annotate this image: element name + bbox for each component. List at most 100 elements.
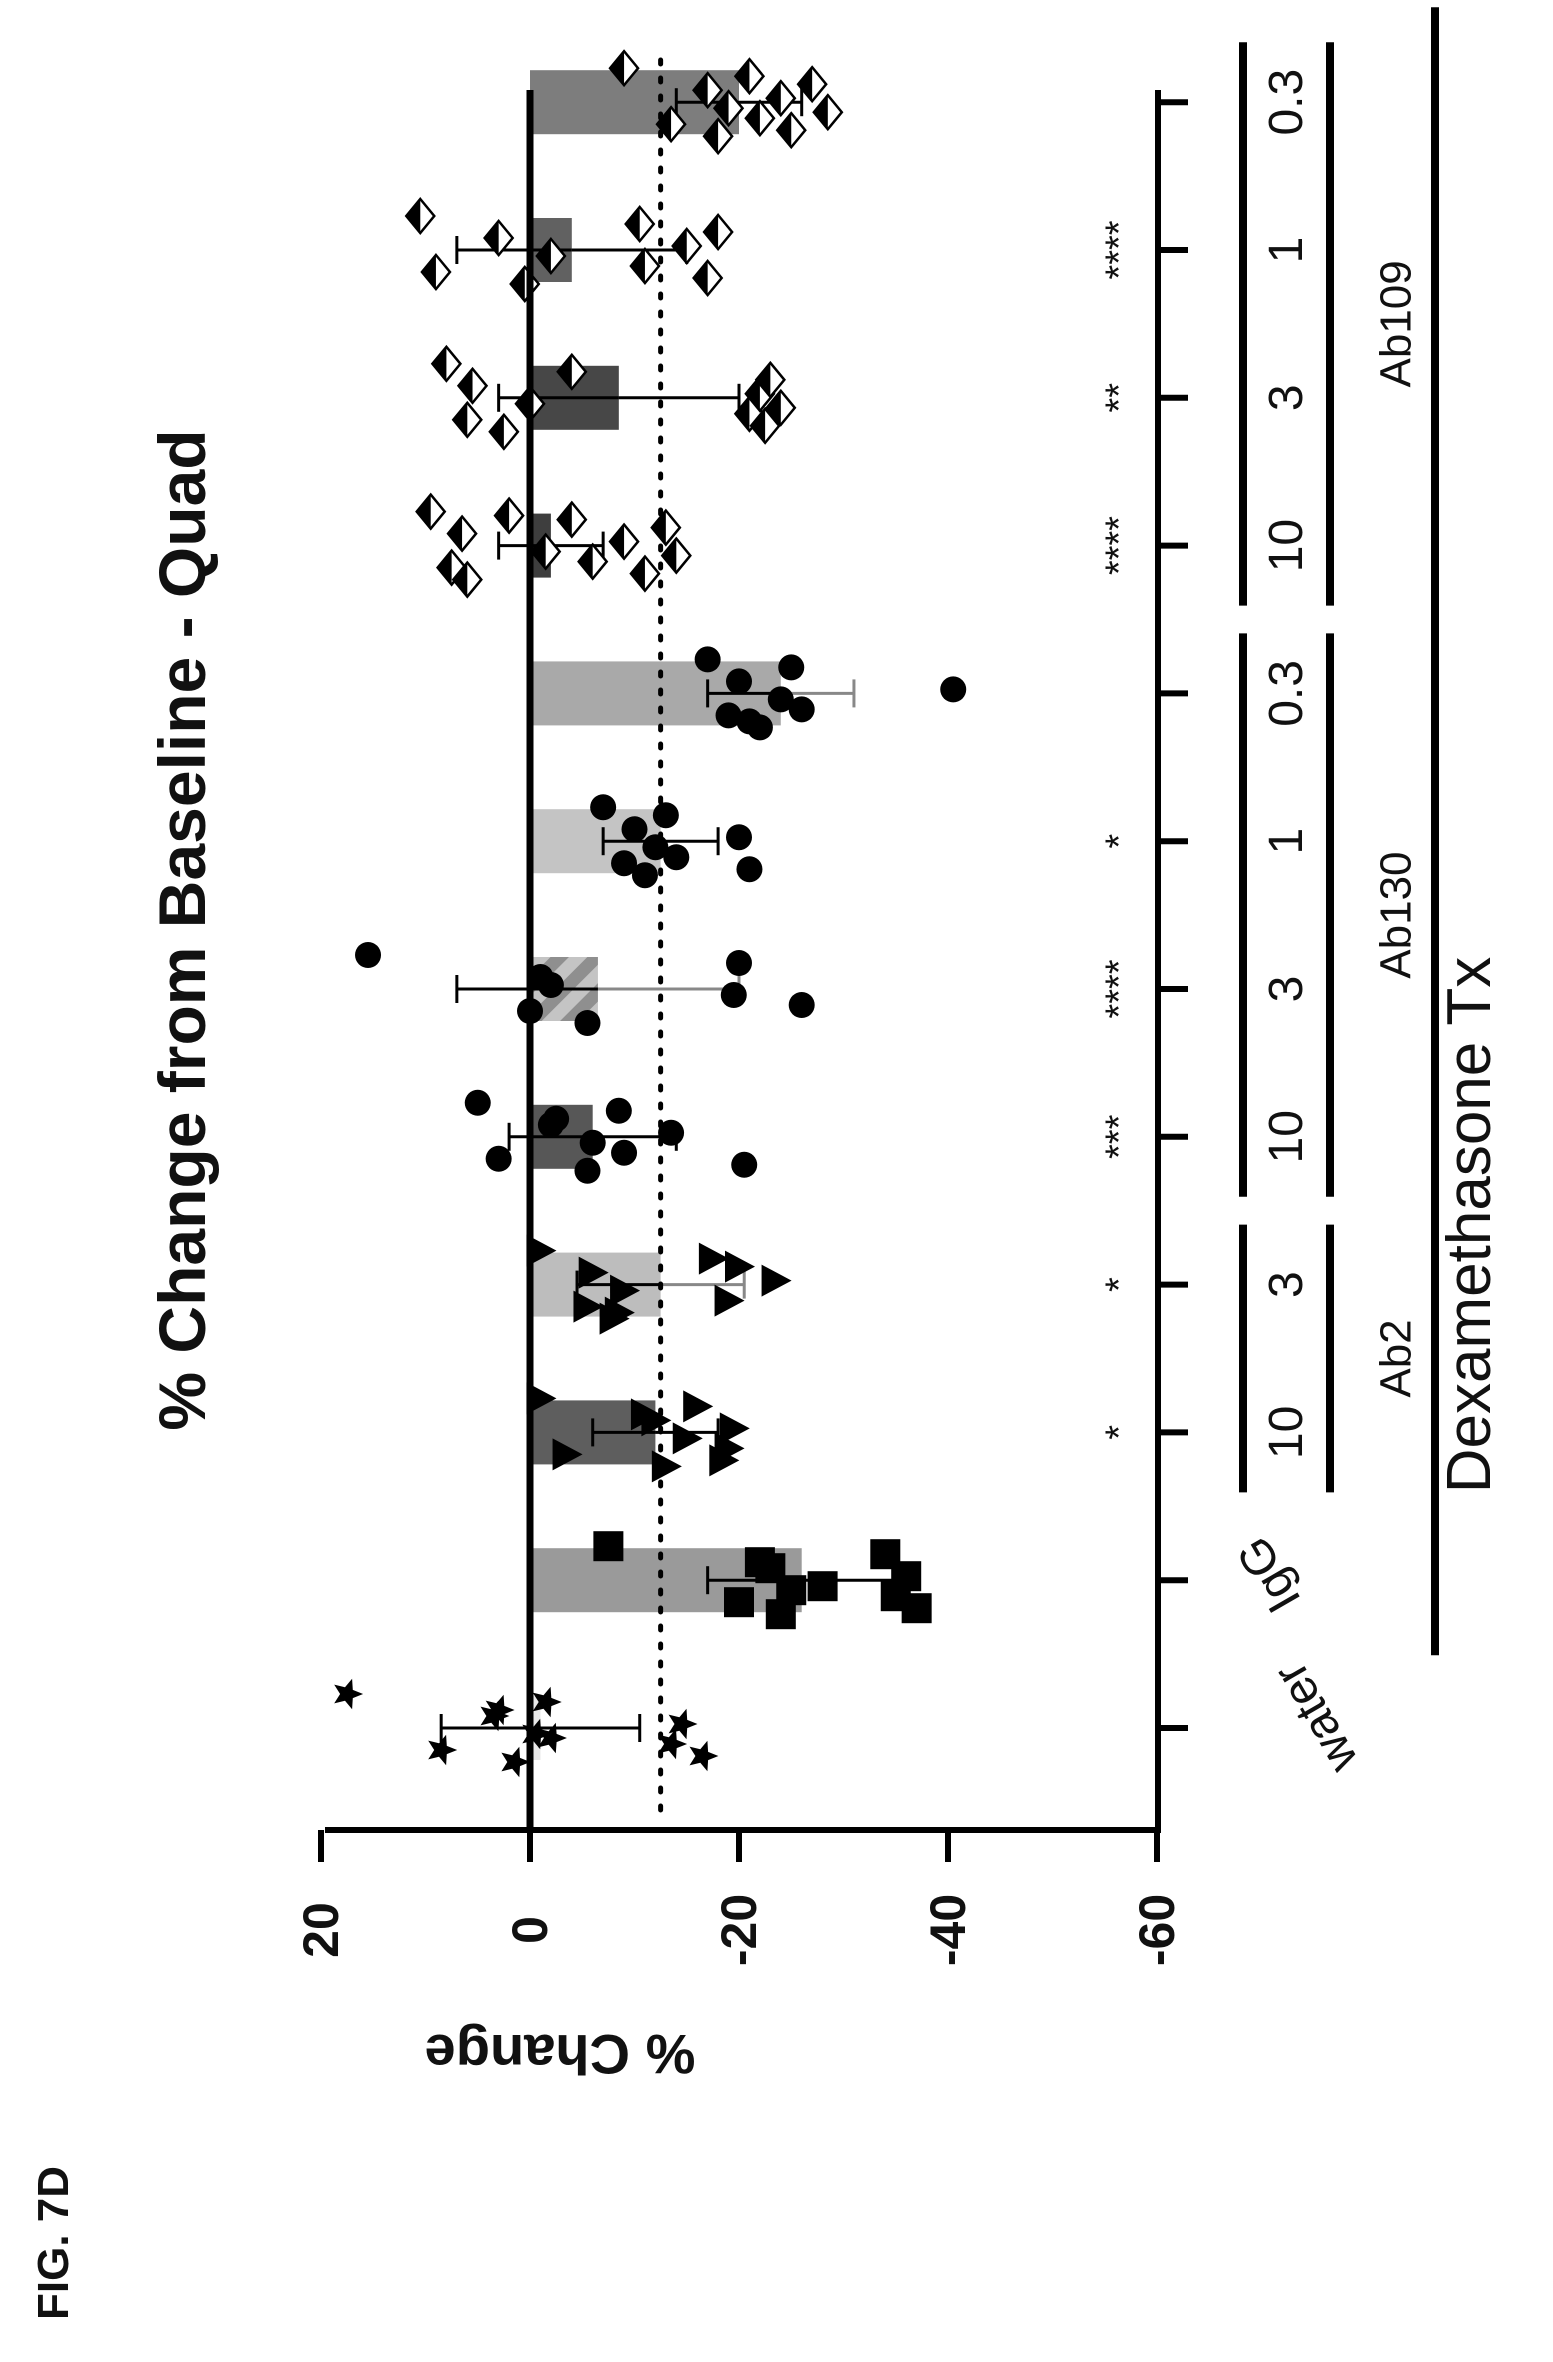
diamond-fill bbox=[421, 255, 436, 289]
diamond-fill bbox=[777, 113, 792, 148]
data-point bbox=[556, 500, 588, 539]
diamond-fill bbox=[735, 59, 750, 94]
data-point bbox=[940, 676, 967, 703]
diamond-fill bbox=[578, 544, 593, 579]
data-point bbox=[761, 1264, 792, 1297]
diamond-fill bbox=[630, 249, 645, 283]
data-point bbox=[668, 1708, 698, 1740]
data-point bbox=[451, 560, 483, 599]
diamond-fill bbox=[557, 502, 572, 537]
data-point bbox=[537, 972, 564, 998]
diamond-fill bbox=[453, 562, 468, 597]
data-point bbox=[573, 1290, 604, 1323]
data-point bbox=[671, 227, 703, 265]
data-point bbox=[660, 536, 692, 575]
plot-area bbox=[530, 70, 802, 1760]
data-point bbox=[608, 522, 640, 561]
data-point bbox=[446, 514, 478, 553]
diamond-fill bbox=[704, 119, 719, 154]
category-label: 0.3 bbox=[1260, 660, 1313, 727]
data-point bbox=[720, 982, 747, 1008]
value-tick-label: -20 bbox=[711, 1894, 767, 1966]
diamond-fill bbox=[495, 498, 510, 533]
data-point bbox=[736, 856, 763, 883]
diamond-fill bbox=[453, 402, 468, 437]
data-point bbox=[574, 1010, 601, 1036]
value-tick-label: -60 bbox=[1129, 1894, 1185, 1966]
diamond-fill bbox=[813, 95, 828, 130]
data-point bbox=[736, 708, 763, 735]
data-point bbox=[538, 1722, 567, 1754]
data-point bbox=[590, 794, 617, 821]
diamond-fill bbox=[406, 199, 421, 233]
value-ticks: 20 0 -20 -40 -60 bbox=[293, 1830, 1185, 1966]
data-point bbox=[526, 1382, 557, 1415]
significance-label: **** bbox=[1098, 959, 1140, 1018]
data-point bbox=[731, 1151, 758, 1178]
diamond-fill bbox=[735, 396, 750, 431]
category-label: IgG bbox=[1227, 1528, 1312, 1622]
data-point bbox=[744, 99, 776, 138]
group-label: Ab2 bbox=[1371, 1319, 1420, 1397]
diamond-fill bbox=[751, 408, 766, 443]
data-point bbox=[775, 111, 807, 150]
treatment-label: Dexamethasone Tx bbox=[1435, 957, 1504, 1493]
data-point bbox=[712, 89, 745, 128]
diamond-fill bbox=[458, 368, 473, 403]
data-point bbox=[698, 1242, 729, 1275]
data-point bbox=[807, 1571, 838, 1602]
data-point bbox=[611, 1139, 638, 1166]
diamond-fill bbox=[672, 229, 687, 263]
data-point bbox=[765, 388, 797, 427]
diamond-fill bbox=[693, 73, 708, 108]
data-point bbox=[652, 802, 679, 829]
category-ticks bbox=[1158, 99, 1188, 1731]
data-point bbox=[532, 1686, 562, 1718]
data-point bbox=[611, 850, 638, 877]
data-point bbox=[420, 253, 452, 291]
data-point bbox=[702, 117, 734, 156]
diamond-fill bbox=[432, 346, 447, 381]
data-point bbox=[715, 702, 742, 729]
diamond-fill bbox=[745, 101, 760, 136]
data-marks: water IgG * 10 * 3 *** 10 **** 3 * 1 0.3 **** 10 ** 3 ***… bbox=[334, 49, 1369, 1782]
diamond-fill bbox=[448, 516, 463, 551]
data-point bbox=[574, 1157, 601, 1184]
data-point bbox=[658, 1119, 685, 1146]
value-tick-label: 20 bbox=[293, 1902, 349, 1958]
category-label: 10 bbox=[1260, 519, 1313, 572]
data-point bbox=[493, 496, 525, 535]
data-point bbox=[621, 816, 648, 843]
data-point bbox=[428, 1734, 458, 1766]
data-point bbox=[709, 1444, 740, 1477]
data-point bbox=[719, 1412, 750, 1445]
data-point bbox=[767, 686, 794, 713]
diamond-fill bbox=[625, 207, 640, 241]
data-point bbox=[754, 360, 786, 399]
data-point bbox=[812, 93, 844, 132]
diamond-fill bbox=[714, 91, 729, 126]
data-point bbox=[629, 247, 661, 285]
data-point bbox=[579, 1129, 606, 1156]
significance-label: * bbox=[1098, 1425, 1140, 1440]
category-label: 1 bbox=[1260, 828, 1313, 855]
data-point bbox=[578, 1256, 609, 1289]
data-point bbox=[683, 1390, 714, 1423]
data-point bbox=[663, 844, 690, 871]
axes: 20 0 -20 -40 -60 bbox=[293, 57, 1188, 1966]
labels: FIG. 7D % Change from Baseline - Quad % … bbox=[29, 7, 1504, 2320]
data-point bbox=[430, 344, 463, 383]
significance-label: * bbox=[1098, 1277, 1140, 1292]
significance-label: * bbox=[1098, 834, 1140, 849]
data-point bbox=[901, 1593, 932, 1624]
data-point bbox=[788, 992, 815, 1018]
data-point bbox=[464, 1089, 491, 1116]
data-point bbox=[778, 654, 805, 681]
diamond-fill bbox=[484, 221, 499, 255]
diamond-fill bbox=[536, 239, 551, 273]
group-label: Ab109 bbox=[1371, 260, 1420, 387]
diamond-fill bbox=[416, 494, 431, 529]
data-point bbox=[535, 237, 567, 275]
significance-label: **** bbox=[1098, 220, 1140, 279]
